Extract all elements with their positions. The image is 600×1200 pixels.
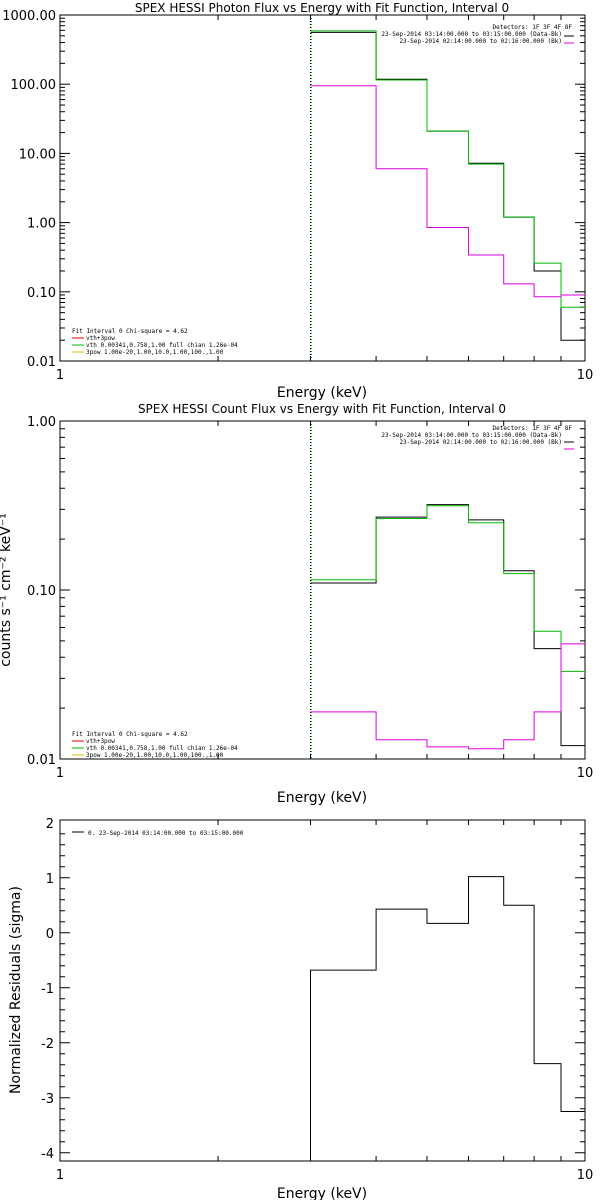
photon-flux-legend-top-entry-2: 23-Sep-2014 02:14:00.000 to 02:16:00.000… (399, 38, 562, 45)
count-flux-ylabel: counts s⁻¹ cm⁻² keV⁻¹ (0, 513, 14, 667)
residuals-ytick-label: 2 (46, 817, 54, 832)
count-flux-xtick-label: 1 (56, 766, 64, 781)
count-flux-panel: SPEX HESSI Count Flux vs Energy with Fit… (0, 402, 593, 806)
residuals-ytick-label: -1 (41, 982, 54, 997)
photon-flux-title: SPEX HESSI Photon Flux vs Energy with Fi… (135, 1, 509, 15)
count-flux-xtick-label: 10 (577, 766, 594, 781)
photon-flux-ytick-label: 100.00 (11, 78, 57, 93)
count-flux-ytick-label: 0.01 (27, 753, 56, 768)
residuals-xtick-label: 1 (56, 1168, 64, 1183)
residuals-xlabel: Energy (keV) (277, 1186, 367, 1200)
photon-flux-panel: SPEX HESSI Photon Flux vs Energy with Fi… (2, 1, 593, 401)
count-flux-legend-top-entry-1: 23-Sep-2014 03:14:00.000 to 03:15:00.000… (381, 432, 562, 439)
photon-flux-xtick-label: 10 (577, 368, 594, 383)
count-flux-series-1 (310, 504, 585, 747)
photon-flux-ytick-label: 10.00 (19, 147, 56, 162)
count-flux-legend-bottom-header: Fit Interval 0 Chi-square = 4.62 (72, 731, 188, 738)
count-flux-series-2 (310, 505, 585, 672)
photon-flux-legend-bottom-entry-3: 3pow 1.00e-20,1.00,10.0,1.00,100.,1.00 (86, 349, 224, 356)
residuals-axes-frame (59, 819, 586, 1162)
residuals-ytick-label: 1 (46, 872, 54, 887)
count-flux-series-3 (310, 643, 585, 750)
residuals-ytick-label: 0 (46, 927, 54, 942)
photon-flux-legend-top-entry-1: 23-Sep-2014 03:14:00.000 to 03:15:00.000… (381, 31, 562, 38)
count-flux-legend-bottom-entry-3: 3pow 1.00e-20,1.00,10.0,1.00,100.,1.00 (86, 752, 224, 759)
photon-flux-series-2 (310, 30, 585, 308)
residuals-ylabel: Normalized Residuals (sigma) (8, 886, 24, 1094)
residuals-ytick-label: -3 (41, 1092, 54, 1107)
photon-flux-xtick-label: 1 (56, 368, 64, 383)
photon-flux-ytick-label: 0.01 (27, 355, 56, 370)
photon-flux-series-3 (310, 85, 585, 298)
count-flux-legend-top-entry-2: 23-Sep-2014 02:14:00.000 to 02:16:00.000… (399, 439, 562, 446)
count-flux-ytick-label: 1.00 (27, 415, 56, 430)
photon-flux-ytick-label: 1000.00 (2, 9, 56, 24)
count-flux-legend-bottom-entry-1: vth+3pow (86, 738, 115, 745)
photon-flux-legend-bottom-header: Fit Interval 0 Chi-square = 4.62 (72, 328, 188, 335)
count-flux-legend-top-header: Detectors: 1F 3F 4F 8F (493, 425, 573, 432)
photon-flux-axes-frame (59, 14, 586, 362)
photon-flux-xlabel: Energy (keV) (277, 385, 367, 401)
count-flux-title: SPEX HESSI Count Flux vs Energy with Fit… (138, 402, 506, 416)
residuals-series-1 (310, 876, 586, 1161)
count-flux-legend-bottom-entry-2: vth 0.00341,0.758,1.00 full chian 1.26e-… (86, 745, 238, 752)
count-flux-ytick-label: 0.10 (27, 584, 56, 599)
residuals-ytick-label: -2 (41, 1037, 54, 1052)
photon-flux-legend-bottom-entry-1: vth+3pow (86, 335, 115, 342)
photon-flux-ytick-label: 1.00 (27, 217, 56, 232)
photon-flux-series-1 (310, 31, 585, 341)
count-flux-xlabel: Energy (keV) (277, 790, 367, 806)
residuals-ytick-label: -4 (41, 1147, 54, 1162)
photon-flux-legend-bottom-entry-2: vth 0.00341,0.758,1.00 full chian 1.26e-… (86, 342, 238, 349)
photon-flux-legend-top-header: Detectors: 1F 3F 4F 8F (493, 24, 573, 31)
photon-flux-ytick-label: 0.10 (27, 286, 56, 301)
residuals-legend-entry-1: 0. 23-Sep-2014 03:14:00.000 to 03:15:00.… (88, 830, 244, 837)
residuals-panel: Energy (keV) Normalized Residuals (sigma… (8, 817, 593, 1200)
residuals-xtick-label: 10 (577, 1168, 594, 1183)
